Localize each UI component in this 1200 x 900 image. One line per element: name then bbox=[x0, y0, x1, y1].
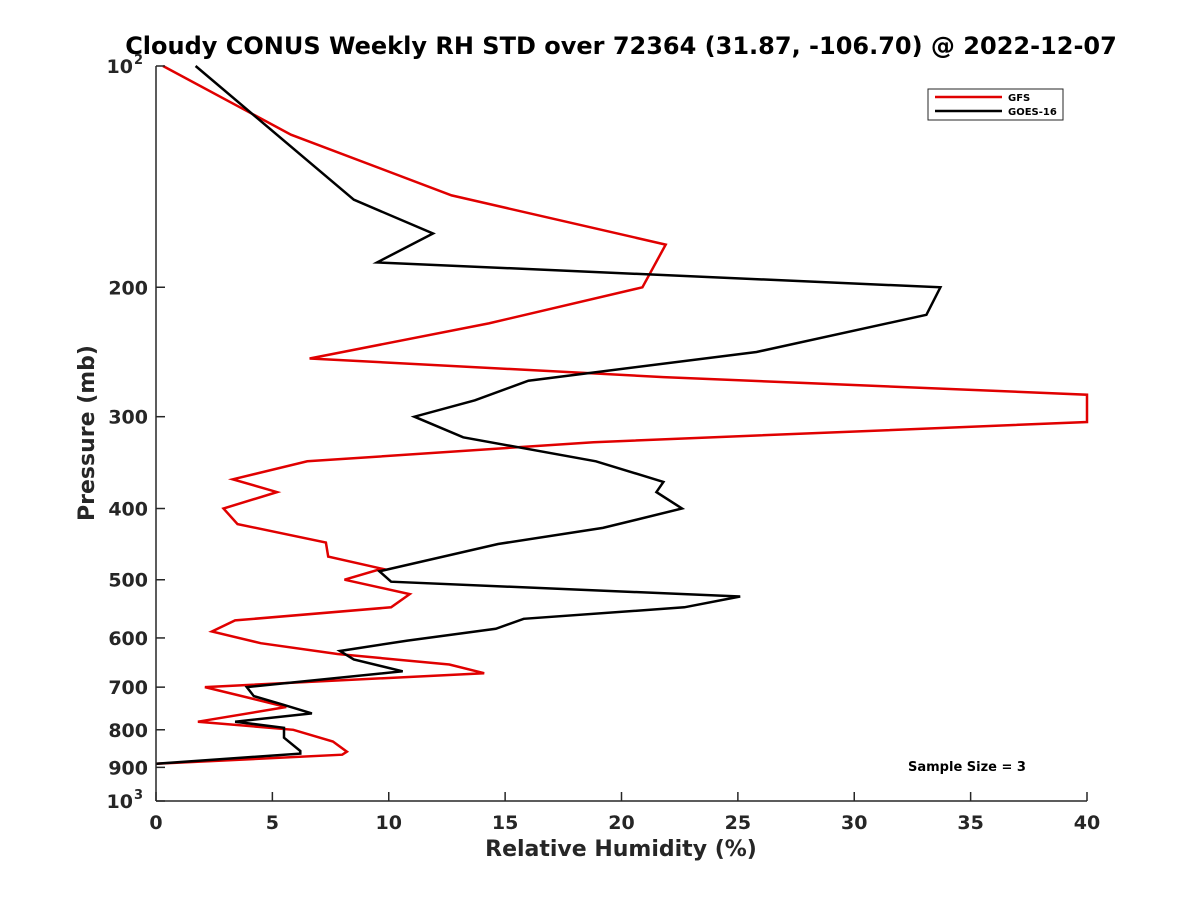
x-tick-label: 20 bbox=[608, 812, 634, 834]
y-tick-label: 800 bbox=[108, 720, 148, 742]
y-tick-label-base: 10 bbox=[107, 56, 133, 78]
x-tick-label: 15 bbox=[492, 812, 518, 834]
y-tick-label: 900 bbox=[108, 757, 148, 779]
y-tick-label-exponent: 3 bbox=[134, 788, 143, 803]
x-tick-label: 40 bbox=[1074, 812, 1100, 834]
legend-box bbox=[927, 88, 1064, 121]
x-tick-label: 35 bbox=[957, 812, 983, 834]
x-tick-label: 25 bbox=[725, 812, 751, 834]
x-tick-label: 0 bbox=[149, 812, 162, 834]
legend-label-goes-16: GOES-16 bbox=[1008, 107, 1057, 118]
legend: GFS GOES-16 bbox=[927, 88, 1064, 121]
x-tick-label: 5 bbox=[266, 812, 279, 834]
y-tick-label: 500 bbox=[108, 570, 148, 592]
y-tick-label: 200 bbox=[108, 277, 148, 299]
y-tick-label-base: 10 bbox=[107, 791, 133, 813]
axes: 0 5 10 15 20 25 30 35 40 10 220030040050060070080… bbox=[107, 53, 1101, 834]
x-axis-label: Relative Humidity (%) bbox=[485, 837, 757, 862]
series-line-gfs bbox=[155, 64, 1089, 766]
series-line-goes-16 bbox=[155, 65, 943, 766]
x-ticks: 0 5 10 15 20 25 30 35 40 bbox=[149, 792, 1100, 834]
series-layer bbox=[155, 64, 1089, 766]
y-tick-label: 400 bbox=[108, 499, 148, 521]
y-tick-label-exponent: 2 bbox=[134, 53, 143, 68]
y-tick-label: 300 bbox=[108, 407, 148, 429]
chart-title: Cloudy CONUS Weekly RH STD over 72364 (3… bbox=[125, 32, 1117, 60]
x-tick-label: 10 bbox=[376, 812, 402, 834]
sample-size-annotation: Sample Size = 3 bbox=[908, 760, 1026, 775]
y-axis-label: Pressure (mb) bbox=[75, 345, 100, 521]
y-tick-label: 600 bbox=[108, 628, 148, 650]
y-tick-label: 700 bbox=[108, 677, 148, 699]
legend-label-gfs: GFS bbox=[1008, 93, 1030, 104]
x-tick-label: 30 bbox=[841, 812, 867, 834]
